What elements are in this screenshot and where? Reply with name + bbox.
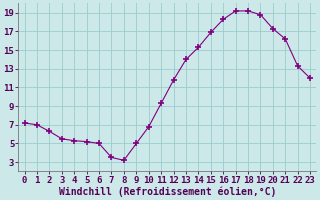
X-axis label: Windchill (Refroidissement éolien,°C): Windchill (Refroidissement éolien,°C) — [59, 186, 276, 197]
